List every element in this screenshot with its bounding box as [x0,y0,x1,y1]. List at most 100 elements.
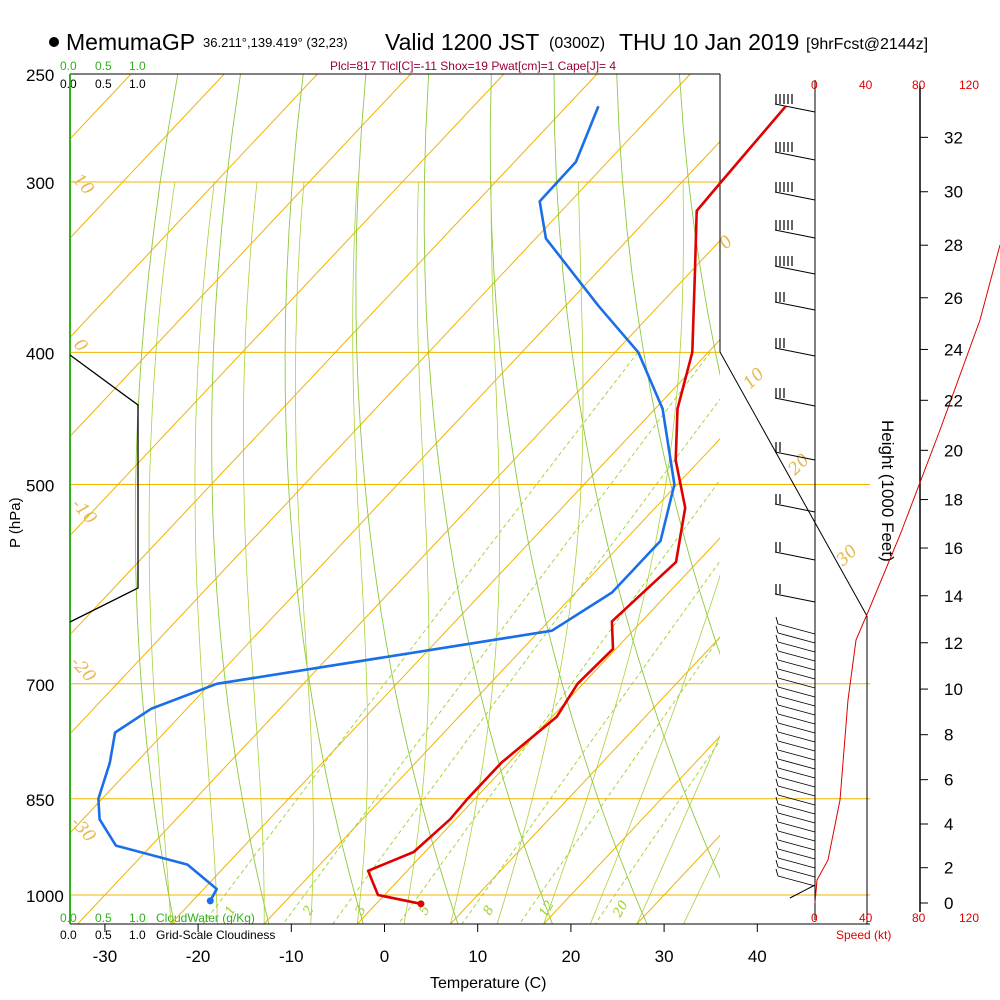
y-axis: 250 300 400 500 700 850 1000 [26,66,64,906]
wind-barb-flag [775,643,779,652]
wind-barb [774,551,816,561]
wind-speed-profile [814,244,1000,904]
wind-barb-flag [775,868,779,877]
isotherm-line [70,74,318,338]
wind-barb-flag [775,796,779,805]
y-tick-label: 1000 [26,887,64,906]
cloud-scale-bottom: 0.0 0.5 1.0 CloudWater (g/Kg) 0.0 0.5 1.… [60,911,275,942]
wind-barb [777,785,816,797]
height-tick-label: 26 [944,289,963,308]
wind-barb-flag [775,634,779,643]
wind-barb-flag [775,670,779,679]
moist-adiabat-line [683,847,720,924]
valid-date: THU 10 Jan 2019 [619,29,799,55]
height-tick-label: 2 [944,859,953,878]
wind-barb [777,776,816,788]
isotherm-line [450,636,720,924]
wind-barb [777,677,816,689]
cloudwater-tick: 0.0 [60,911,77,925]
height-tick-label: 22 [944,391,963,410]
wind-barb-flag [775,625,779,634]
dry-adiabat-line [423,74,553,924]
dry-adiabat-line [134,74,179,924]
wind-barb-flag [775,715,779,724]
isotherm-grid [70,74,720,924]
dry-adiabat-line [355,74,459,924]
location-coords: 36.211°,139.419° (32,23) [203,35,348,50]
moist-adiabat-line [636,734,720,924]
wind-barb-flag [775,697,779,706]
cloudwater-label: CloudWater (g/Kg) [156,911,255,925]
height-tick-label: 28 [944,236,963,255]
utc-time: (0300Z) [549,35,605,52]
temperature-surface-marker [417,900,425,908]
isotherm-label: 10 [739,364,769,394]
indices-line: Plcl=817 Tlcl[C]=-11 Shox=19 Pwat[cm]=1 … [330,59,616,73]
wind-barb-flag [775,823,779,832]
wind-barb [777,695,816,707]
height-tick-label: 30 [944,183,963,202]
wind-barb [774,229,816,239]
wind-barb-flag [775,841,779,850]
wind-barb [774,451,816,461]
height-tick-label: 14 [944,587,963,606]
height-tick-label: 12 [944,634,963,653]
cloudiness-tick: 0.5 [95,928,112,942]
mixing-ratio-line [519,636,720,924]
isotherm-line [70,74,598,636]
isotherm-line [77,239,720,924]
x-tick-label: 0 [380,947,389,966]
cloudiness-tick: 1.0 [129,928,146,942]
wind-barb [777,632,816,644]
wind-barb [777,848,816,860]
isotherm-line [70,74,225,239]
wind-barb [774,151,816,161]
dry-adiabat-line [211,74,270,924]
wind-barb-flag [775,616,779,625]
isotherm-line [543,735,720,924]
dry-adiabat-line [993,74,1000,924]
cloudiness-tick: 0.0 [60,77,77,91]
isotherm-line [70,140,720,834]
y-tick-label: 850 [26,791,54,810]
wind-barb [774,191,816,201]
mixing-ratio-line [282,352,711,924]
mixing-ratio-line [398,479,720,924]
speed-tick: 80 [912,78,926,92]
dry-adiabat-line [553,74,720,879]
profiles [97,105,787,908]
wind-barb-flag [775,652,779,661]
wind-barb-flag [775,706,779,715]
x-tick-label: 20 [561,947,580,966]
y-tick-label: 250 [26,66,54,85]
dry-adiabat-line [930,74,1000,924]
cloudwater-tick: 1.0 [129,911,146,925]
wind-barb [774,103,816,113]
mixing-ratio-label: 8 [480,903,497,918]
wind-barb [777,668,816,680]
wind-barb-flag [775,742,779,751]
cloudiness-tick: 0.5 [95,77,112,91]
height-tick-label: 32 [944,128,963,147]
isotherm-line [70,74,691,735]
speed-tick: 120 [959,78,979,92]
wind-barb-flag [775,733,779,742]
isotherm-line [70,74,412,438]
x-axis-label: Temperature (C) [430,975,546,992]
wind-barb [777,650,816,662]
y-tick-label: 400 [26,344,54,363]
wind-barb [777,857,816,869]
x-tick-label: 10 [468,947,487,966]
valid-time: Valid 1200 JST [385,29,539,55]
wind-panel: 0 40 80 120 0 40 80 120 Speed (kt) Heigh… [719,78,1000,942]
isotherm-label: 0 [715,232,737,254]
wind-barb-flag [775,805,779,814]
wind-barb-flag [775,787,779,796]
wind-barb-flag [775,661,779,670]
height-tick-label: 10 [944,680,963,699]
isotherm-label: 30 [832,541,862,571]
height-axis-label: Height (1000 Feet) [878,420,897,562]
moist-adiabat-line [403,181,430,924]
wind-barb [774,265,816,275]
cloudwater-tick: 0.0 [60,59,77,73]
